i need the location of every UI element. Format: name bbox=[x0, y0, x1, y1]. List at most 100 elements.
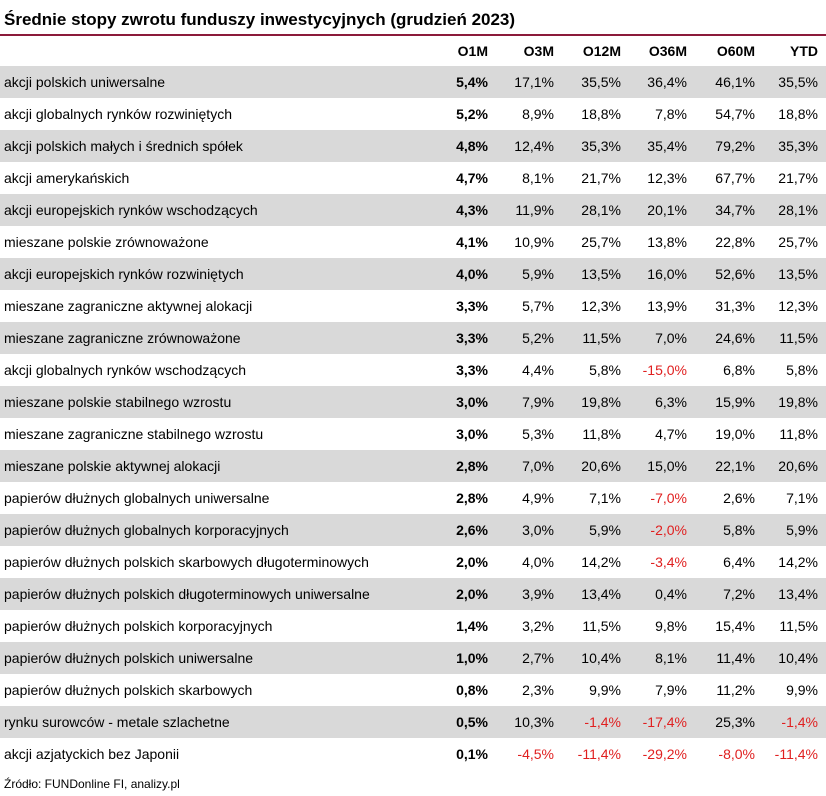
o3m-value-cell: 7,9% bbox=[488, 386, 554, 418]
o1m-value-cell: 1,0% bbox=[420, 642, 488, 674]
table-row: akcji europejskich rynków rozwiniętych 4,… bbox=[0, 258, 826, 290]
table-row: akcji europejskich rynków wschodzących 4,… bbox=[0, 194, 826, 226]
fund-category-cell: papierów dłużnych globalnych korporacyjn… bbox=[0, 514, 420, 546]
o12m-value-cell: 28,1% bbox=[554, 194, 621, 226]
o3m-value-cell: 10,3% bbox=[488, 706, 554, 738]
o60m-value-cell: 19,0% bbox=[687, 418, 755, 450]
o12m-value-cell: 18,8% bbox=[554, 98, 621, 130]
ytd-value-cell: 11,5% bbox=[755, 322, 826, 354]
o36m-value-cell: 13,9% bbox=[621, 290, 687, 322]
table-row: papierów dłużnych polskich korporacyjnyc… bbox=[0, 610, 826, 642]
o12m-value-cell: 11,5% bbox=[554, 322, 621, 354]
fund-category-cell: papierów dłużnych polskich korporacyjnyc… bbox=[0, 610, 420, 642]
fund-category-cell: mieszane polskie aktywnej alokacji bbox=[0, 450, 420, 482]
table-row: papierów dłużnych polskich długoterminow… bbox=[0, 578, 826, 610]
o12m-value-cell: 9,9% bbox=[554, 674, 621, 706]
o1m-value-cell: 3,3% bbox=[420, 354, 488, 386]
table-row: papierów dłużnych polskich skarbowych dł… bbox=[0, 546, 826, 578]
header-o36m: O36M bbox=[648, 43, 687, 59]
fund-category-cell: akcji europejskich rynków wschodzących bbox=[0, 194, 420, 226]
o12m-value-cell: 19,8% bbox=[554, 386, 621, 418]
ytd-value-cell: 11,8% bbox=[755, 418, 826, 450]
o12m-value-cell: 35,5% bbox=[554, 66, 621, 98]
o3m-value-cell: 4,0% bbox=[488, 546, 554, 578]
o3m-value-cell: 17,1% bbox=[488, 66, 554, 98]
o3m-value-cell: 5,2% bbox=[488, 322, 554, 354]
table-row: mieszane zagraniczne stabilnego wzrostu 3… bbox=[0, 418, 826, 450]
fund-category-cell: akcji globalnych rynków wschodzących bbox=[0, 354, 420, 386]
ytd-value-cell: 20,6% bbox=[755, 450, 826, 482]
o60m-value-cell: 46,1% bbox=[687, 66, 755, 98]
table-row: rynku surowców - metale szlachetne 0,5% 10… bbox=[0, 706, 826, 738]
table-row: mieszane zagraniczne zrównoważone 3,3% 5,2… bbox=[0, 322, 826, 354]
ytd-value-cell: 28,1% bbox=[755, 194, 826, 226]
o12m-value-cell: 13,5% bbox=[554, 258, 621, 290]
table-row: akcji polskich uniwersalne 5,4% 17,1% 35,5%… bbox=[0, 66, 826, 98]
o60m-value-cell: 31,3% bbox=[687, 290, 755, 322]
o3m-value-cell: 10,9% bbox=[488, 226, 554, 258]
ytd-value-cell: 5,8% bbox=[755, 354, 826, 386]
o1m-value-cell: 3,3% bbox=[420, 322, 488, 354]
o36m-value-cell: 13,8% bbox=[621, 226, 687, 258]
o36m-value-cell: -3,4% bbox=[621, 546, 687, 578]
ytd-value-cell: 35,5% bbox=[755, 66, 826, 98]
o12m-value-cell: 5,8% bbox=[554, 354, 621, 386]
o60m-value-cell: -8,0% bbox=[687, 738, 755, 770]
o1m-value-cell: 2,8% bbox=[420, 482, 488, 514]
o3m-value-cell: 3,0% bbox=[488, 514, 554, 546]
o3m-value-cell: 2,3% bbox=[488, 674, 554, 706]
o3m-value-cell: 4,9% bbox=[488, 482, 554, 514]
o36m-value-cell: 16,0% bbox=[621, 258, 687, 290]
o36m-value-cell: 36,4% bbox=[621, 66, 687, 98]
o12m-value-cell: 25,7% bbox=[554, 226, 621, 258]
o1m-value-cell: 3,0% bbox=[420, 386, 488, 418]
table-row: akcji globalnych rynków wschodzących 3,3%… bbox=[0, 354, 826, 386]
o60m-value-cell: 52,6% bbox=[687, 258, 755, 290]
ytd-value-cell: 11,5% bbox=[755, 610, 826, 642]
ytd-value-cell: 12,3% bbox=[755, 290, 826, 322]
o3m-value-cell: 4,4% bbox=[488, 354, 554, 386]
fund-category-cell: papierów dłużnych polskich uniwersalne bbox=[0, 642, 420, 674]
o36m-value-cell: -29,2% bbox=[621, 738, 687, 770]
header-o3m: O3M bbox=[523, 43, 554, 59]
o3m-value-cell: 11,9% bbox=[488, 194, 554, 226]
o36m-value-cell: 7,9% bbox=[621, 674, 687, 706]
o3m-value-cell: 5,3% bbox=[488, 418, 554, 450]
o36m-value-cell: 20,1% bbox=[621, 194, 687, 226]
ytd-value-cell: 7,1% bbox=[755, 482, 826, 514]
o1m-value-cell: 4,8% bbox=[420, 130, 488, 162]
o60m-value-cell: 34,7% bbox=[687, 194, 755, 226]
table-row: papierów dłużnych globalnych uniwersalne… bbox=[0, 482, 826, 514]
o12m-value-cell: 35,3% bbox=[554, 130, 621, 162]
o60m-value-cell: 79,2% bbox=[687, 130, 755, 162]
source-note: Źródło: FUNDonline FI, analizy.pl bbox=[4, 777, 180, 791]
o12m-value-cell: 10,4% bbox=[554, 642, 621, 674]
o12m-value-cell: -11,4% bbox=[554, 738, 621, 770]
o1m-value-cell: 4,3% bbox=[420, 194, 488, 226]
o60m-value-cell: 54,7% bbox=[687, 98, 755, 130]
o12m-value-cell: 21,7% bbox=[554, 162, 621, 194]
o12m-value-cell: 7,1% bbox=[554, 482, 621, 514]
table-row: mieszane polskie aktywnej alokacji 2,8% 7,… bbox=[0, 450, 826, 482]
fund-category-cell: papierów dłużnych polskich długoterminow… bbox=[0, 578, 420, 610]
ytd-value-cell: 5,9% bbox=[755, 514, 826, 546]
fund-category-cell: mieszane polskie zrównoważone bbox=[0, 226, 420, 258]
o60m-value-cell: 22,1% bbox=[687, 450, 755, 482]
o60m-value-cell: 6,8% bbox=[687, 354, 755, 386]
fund-category-cell: mieszane zagraniczne stabilnego wzrostu bbox=[0, 418, 420, 450]
fund-category-cell: rynku surowców - metale szlachetne bbox=[0, 706, 420, 738]
ytd-value-cell: 35,3% bbox=[755, 130, 826, 162]
ytd-value-cell: 9,9% bbox=[755, 674, 826, 706]
fund-category-cell: mieszane polskie stabilnego wzrostu bbox=[0, 386, 420, 418]
o36m-value-cell: -17,4% bbox=[621, 706, 687, 738]
o3m-value-cell: 5,9% bbox=[488, 258, 554, 290]
o36m-value-cell: 8,1% bbox=[621, 642, 687, 674]
o12m-value-cell: 11,5% bbox=[554, 610, 621, 642]
table-row: papierów dłużnych polskich uniwersalne 1,… bbox=[0, 642, 826, 674]
header-ytd: YTD bbox=[790, 43, 818, 59]
o1m-value-cell: 5,2% bbox=[420, 98, 488, 130]
o3m-value-cell: 3,2% bbox=[488, 610, 554, 642]
o3m-value-cell: 8,9% bbox=[488, 98, 554, 130]
table-row: akcji polskich małych i średnich spółek 4… bbox=[0, 130, 826, 162]
ytd-value-cell: 13,5% bbox=[755, 258, 826, 290]
